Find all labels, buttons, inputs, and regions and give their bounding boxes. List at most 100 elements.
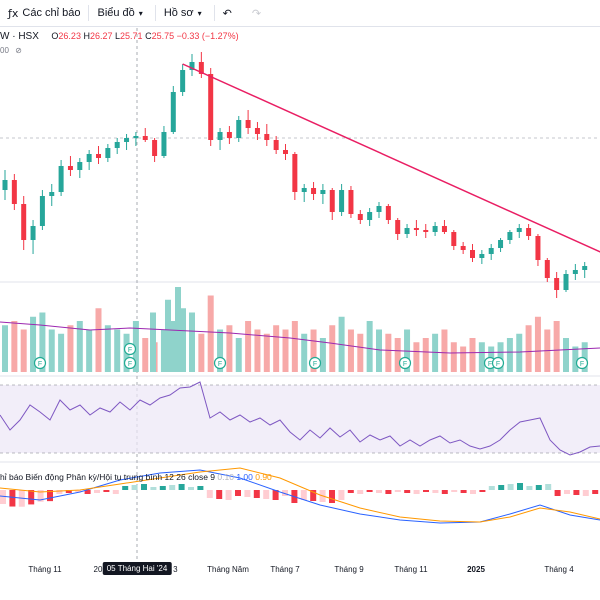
macd-histogram-bar xyxy=(188,487,194,490)
volume-bar xyxy=(394,338,401,372)
volume-bar xyxy=(86,329,93,372)
candle-body xyxy=(264,134,270,140)
candle-body xyxy=(198,62,204,74)
volume-bar xyxy=(301,333,308,372)
dividend-marker xyxy=(123,342,137,356)
macd-histogram-bar xyxy=(498,485,505,490)
macd-histogram-bar xyxy=(385,490,392,494)
macd-histogram-bar xyxy=(592,490,599,494)
chevron-down-icon: ▾ xyxy=(138,8,143,18)
time-axis-label: g 3 xyxy=(166,565,178,574)
volume-bar xyxy=(516,333,523,372)
macd-histogram-bar xyxy=(394,490,401,492)
change-value: −0.33 (−1.27%) xyxy=(176,31,239,41)
volume-bar xyxy=(160,329,167,372)
undo-button[interactable]: ↶ xyxy=(215,0,244,26)
volume-bar xyxy=(104,325,111,372)
candle-body xyxy=(21,204,27,240)
time-axis-label: 2025 xyxy=(467,565,485,574)
macd-histogram-bar xyxy=(573,490,580,495)
chevron-down-icon: ▾ xyxy=(197,8,202,18)
open-value: 26.23 xyxy=(58,31,81,41)
candle-body xyxy=(460,246,466,250)
candle-body xyxy=(226,132,232,138)
candle-body xyxy=(58,166,64,192)
volume-bar xyxy=(273,325,280,372)
candle-body xyxy=(77,162,83,170)
macd-histogram-bar xyxy=(159,486,166,490)
volume-bar xyxy=(180,308,186,372)
volume-bar xyxy=(30,316,37,372)
candle-body xyxy=(236,120,242,138)
low-key: L xyxy=(115,31,121,41)
candle-body xyxy=(423,230,429,232)
volume-bar xyxy=(329,325,336,372)
macd-histogram-bar xyxy=(366,490,373,492)
open-key: O xyxy=(51,31,59,41)
dividend-marker xyxy=(33,356,47,370)
dividend-marker xyxy=(398,356,412,370)
toolbar-divider xyxy=(88,5,90,21)
redo-button[interactable]: ↷ xyxy=(244,0,273,26)
macd-histogram-bar xyxy=(432,490,439,493)
candle-body xyxy=(161,132,167,156)
macd-histogram-bar xyxy=(310,490,317,501)
volume-bar xyxy=(245,321,252,372)
time-axis-label: 20 xyxy=(93,565,103,574)
chart-type-button[interactable]: Biểu đồ ▾ xyxy=(89,0,154,26)
candle-body xyxy=(441,226,447,232)
macd-histogram-bar xyxy=(526,486,533,490)
macd-histogram-bar xyxy=(47,490,53,502)
macd-histogram-bar xyxy=(488,486,495,490)
macd-histogram-bar xyxy=(272,490,279,500)
symbol-label[interactable]: W · HSX xyxy=(0,31,39,42)
high-value: 26.27 xyxy=(89,31,113,41)
volume-bar xyxy=(150,312,156,372)
volume-bar xyxy=(497,342,504,372)
chart-canvas[interactable]: F FFF F F F F F xyxy=(0,0,600,560)
macd-histogram-bar xyxy=(347,490,354,493)
volume-bar xyxy=(226,325,233,372)
templates-button[interactable]: Hồ sơ ▾ xyxy=(156,0,214,26)
indicators-button[interactable]: ƒx Các chỉ báo xyxy=(0,0,88,26)
candle-body xyxy=(451,232,457,246)
volume-bar xyxy=(563,338,569,372)
candle-body xyxy=(114,142,120,148)
dividend-marker-label: F xyxy=(38,361,42,368)
ohlc-legend: W · HSX O26.23 H26.27 L25.71 C25.75 −0.3… xyxy=(0,31,239,42)
indicators-label: Các chỉ báo xyxy=(22,7,81,19)
volume-bar xyxy=(76,321,83,372)
macd-histogram-bar xyxy=(197,486,204,490)
macd-histogram-bar xyxy=(451,490,458,492)
macd-histogram-bar xyxy=(75,490,82,492)
candle-body xyxy=(404,228,410,234)
macd-histogram-bar xyxy=(178,484,185,490)
volume-bar xyxy=(142,338,149,372)
candle-body xyxy=(395,220,401,234)
time-axis-label: Tháng 9 xyxy=(334,565,364,574)
volume-bar xyxy=(198,333,205,372)
candle-body xyxy=(152,140,158,156)
macd-histogram-bar xyxy=(216,490,223,499)
candle-body xyxy=(432,226,438,232)
candle-body xyxy=(385,206,391,220)
time-axis[interactable]: Tháng 11 20 g 3 Tháng Năm Tháng 7 Tháng … xyxy=(0,560,600,600)
volume-bar xyxy=(2,325,8,372)
candle-body xyxy=(572,270,578,274)
candle-body xyxy=(142,136,148,140)
volume-bar xyxy=(20,329,27,372)
volume-bar xyxy=(478,342,485,372)
candle-body xyxy=(189,62,195,70)
volume-bar xyxy=(291,321,298,372)
rsi-band xyxy=(0,385,600,453)
eye-hidden-icon[interactable]: ⊘ xyxy=(15,46,22,55)
macd-histogram-bar xyxy=(150,487,157,490)
macd-histogram-bar xyxy=(404,490,411,493)
macd-histogram-bar xyxy=(507,484,514,490)
volume-bar xyxy=(469,338,476,372)
candle-body xyxy=(2,180,8,190)
volume-bar xyxy=(525,325,532,372)
macd-signal-line xyxy=(0,467,600,523)
macd-histogram-bar xyxy=(235,490,241,496)
dividend-marker xyxy=(491,356,505,370)
